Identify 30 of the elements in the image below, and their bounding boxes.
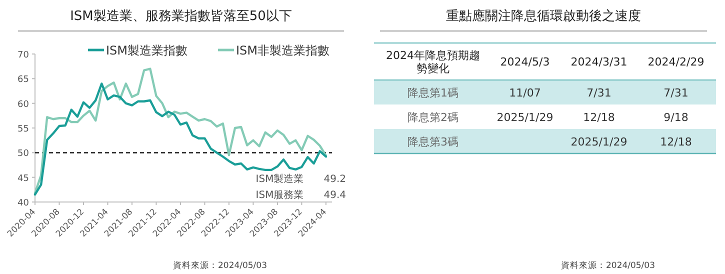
- text: 7/31: [664, 86, 688, 100]
- chart-title: ISM製造業、服務業指數皆落至50以下: [70, 9, 292, 24]
- legend-label: ISM製造業指數: [106, 44, 188, 58]
- category-label: 2024/5/3: [500, 56, 550, 68]
- text: 降息第2碼: [408, 110, 458, 124]
- text: 12/18: [660, 135, 692, 148]
- text: 7/31: [586, 86, 612, 100]
- category-label: 2024/2/29: [648, 56, 704, 68]
- annotation: ISM製造業 49.2: [256, 173, 346, 185]
- source-note: 資料來源：2024/05/03: [173, 260, 267, 271]
- text: 2025/1/29: [496, 110, 554, 124]
- legend-label: ISM非製造業指數: [236, 44, 330, 58]
- text: 9/18: [664, 110, 688, 124]
- source-note: 資料來源：2024/05/03: [561, 260, 655, 271]
- text: 2025/1/29: [570, 135, 628, 148]
- text: 降息第1碼: [408, 86, 458, 100]
- text: 11/07: [509, 86, 541, 100]
- y-tick-label: 40: [18, 198, 30, 208]
- y-tick-label: 55: [18, 124, 29, 134]
- y-tick-label: 65: [18, 75, 29, 86]
- category-label: 2024年降息預期趨勢變化: [386, 49, 480, 75]
- y-tick-label: 70: [18, 50, 30, 60]
- y-tick-label: 50: [18, 149, 30, 160]
- text: 12/18: [583, 110, 615, 124]
- text: 降息第3碼: [408, 135, 458, 148]
- y-tick-label: 45: [18, 174, 29, 184]
- text: 重點應關注降息循環啟動後之速度: [446, 8, 641, 24]
- annotation: ISM服務業 49.4: [256, 189, 346, 201]
- y-tick-label: 60: [18, 100, 30, 110]
- category-label: 2024/3/31: [570, 56, 628, 68]
